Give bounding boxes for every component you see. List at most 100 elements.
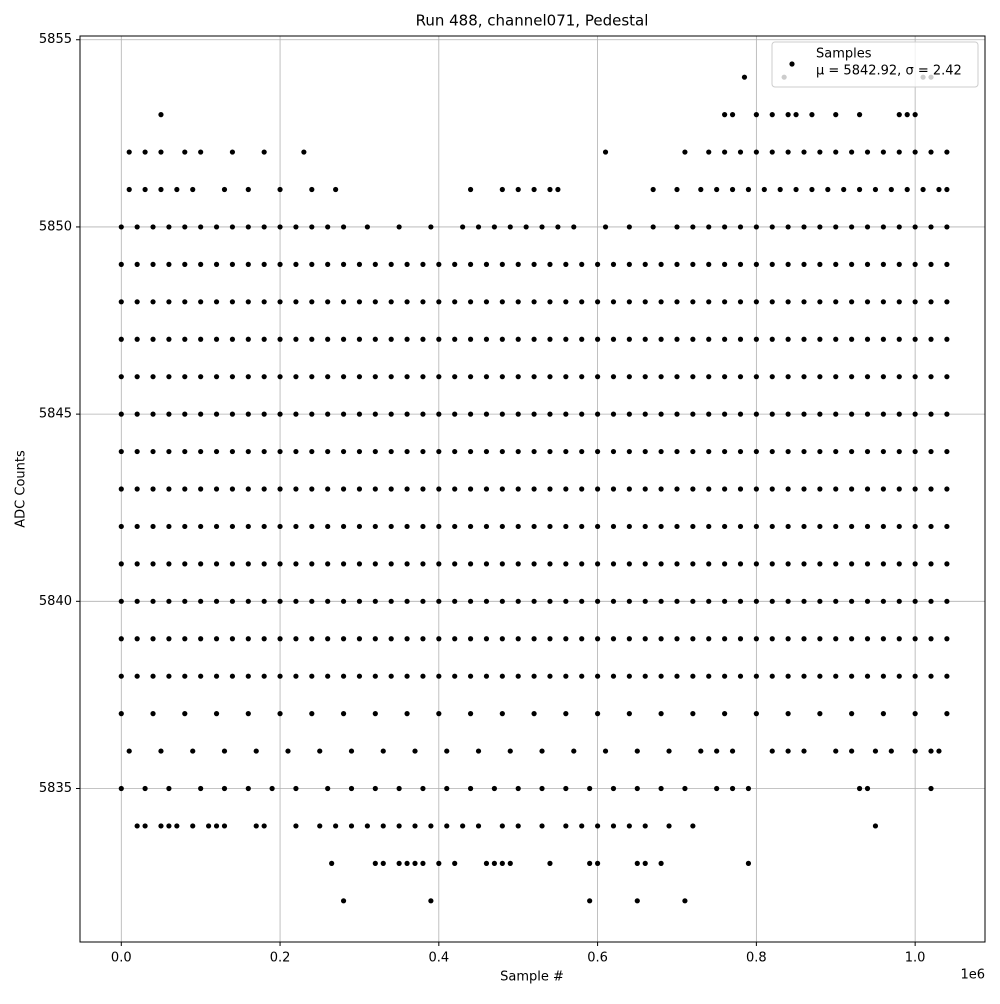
point bbox=[229, 561, 236, 567]
point bbox=[817, 636, 823, 642]
point bbox=[388, 673, 394, 679]
point bbox=[722, 711, 728, 717]
point bbox=[404, 598, 410, 604]
point bbox=[579, 636, 585, 642]
point bbox=[880, 673, 886, 679]
point bbox=[912, 299, 918, 305]
point bbox=[690, 823, 696, 829]
point bbox=[436, 448, 442, 455]
point bbox=[293, 261, 299, 267]
point bbox=[245, 374, 251, 380]
point bbox=[706, 486, 712, 492]
point bbox=[706, 636, 712, 642]
point bbox=[134, 261, 140, 267]
point bbox=[626, 224, 632, 230]
point bbox=[452, 448, 458, 455]
point bbox=[896, 561, 902, 567]
point bbox=[880, 224, 886, 230]
point bbox=[864, 598, 871, 604]
point bbox=[737, 448, 744, 455]
point bbox=[769, 636, 775, 642]
point bbox=[293, 561, 299, 567]
point bbox=[436, 523, 442, 530]
point bbox=[650, 224, 656, 230]
point bbox=[690, 673, 696, 679]
point bbox=[634, 748, 640, 754]
point bbox=[309, 598, 315, 604]
point bbox=[356, 411, 363, 417]
point bbox=[134, 224, 140, 230]
point bbox=[436, 673, 442, 679]
point bbox=[245, 711, 251, 717]
point bbox=[150, 673, 156, 679]
point bbox=[594, 448, 601, 455]
point bbox=[150, 299, 156, 305]
point bbox=[642, 860, 648, 866]
point bbox=[293, 523, 299, 530]
point bbox=[928, 486, 934, 492]
point bbox=[221, 785, 228, 792]
point bbox=[158, 112, 164, 118]
point bbox=[245, 785, 251, 792]
point bbox=[221, 186, 228, 193]
point bbox=[658, 486, 664, 492]
point bbox=[467, 448, 474, 455]
point bbox=[356, 486, 363, 492]
point bbox=[856, 112, 863, 118]
point bbox=[658, 411, 664, 417]
point bbox=[674, 486, 680, 492]
point bbox=[293, 224, 299, 230]
point bbox=[245, 673, 251, 679]
point bbox=[388, 411, 394, 417]
point bbox=[420, 299, 426, 305]
point bbox=[182, 486, 188, 492]
point bbox=[682, 898, 688, 904]
point bbox=[626, 374, 632, 380]
point bbox=[483, 636, 490, 642]
point bbox=[880, 711, 886, 717]
point bbox=[198, 486, 204, 492]
point bbox=[769, 673, 775, 679]
point bbox=[452, 523, 458, 530]
point bbox=[245, 486, 251, 492]
point bbox=[753, 261, 759, 267]
point bbox=[420, 411, 426, 417]
x-tick-label: 0.8 bbox=[746, 951, 767, 966]
point bbox=[928, 411, 934, 417]
point bbox=[849, 374, 855, 380]
point bbox=[785, 561, 791, 567]
point bbox=[467, 561, 474, 567]
point bbox=[428, 823, 434, 829]
point bbox=[563, 374, 569, 380]
point bbox=[626, 486, 632, 492]
point bbox=[594, 860, 601, 866]
point bbox=[626, 673, 632, 679]
point bbox=[277, 636, 283, 642]
point bbox=[674, 374, 680, 380]
point bbox=[515, 299, 521, 305]
point bbox=[722, 636, 728, 642]
point bbox=[579, 336, 585, 342]
point bbox=[849, 336, 855, 342]
point bbox=[547, 486, 553, 492]
point bbox=[483, 336, 490, 342]
point bbox=[198, 673, 204, 679]
point bbox=[309, 448, 315, 455]
point bbox=[150, 486, 156, 492]
point bbox=[198, 561, 204, 567]
point bbox=[158, 748, 164, 754]
point bbox=[198, 149, 204, 155]
point bbox=[396, 860, 402, 866]
point bbox=[833, 523, 839, 530]
point bbox=[944, 411, 950, 417]
point bbox=[896, 598, 902, 604]
point bbox=[261, 374, 267, 380]
point bbox=[499, 411, 505, 417]
point bbox=[467, 336, 474, 342]
point bbox=[769, 523, 775, 530]
point bbox=[753, 336, 759, 342]
point bbox=[213, 448, 220, 455]
point bbox=[563, 261, 569, 267]
point bbox=[912, 411, 918, 417]
point bbox=[777, 186, 783, 193]
